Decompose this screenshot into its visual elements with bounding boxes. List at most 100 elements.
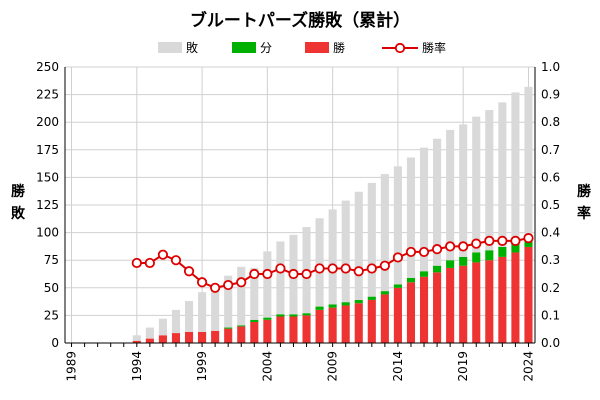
legend-item-wins: 勝 [305, 40, 345, 55]
bar-losses-2003 [250, 267, 259, 320]
y-tick-label-right: 0.5 [541, 198, 560, 212]
bar-wins-2017 [433, 272, 442, 343]
x-tick-label: 2009 [326, 351, 340, 382]
bar-draws-2006 [289, 314, 298, 317]
legend-label-wins: 勝 [333, 40, 345, 55]
x-tick-label: 2019 [456, 351, 470, 382]
y-tick-label-left: 150 [36, 170, 59, 184]
bar-losses-2009 [328, 209, 337, 305]
bar-wins-2015 [406, 282, 416, 343]
y-tick-label-left: 25 [44, 308, 59, 322]
y-tick-label-left: 125 [36, 198, 59, 212]
win-rate-point-2000 [210, 282, 221, 293]
legend-item-draws: 分 [232, 41, 272, 55]
win-rate-point-2017 [431, 244, 443, 255]
bar-draws-2010 [341, 302, 350, 306]
bar-wins-2010 [341, 305, 350, 343]
bar-draws-2012 [367, 296, 376, 300]
x-tick-label: 2004 [260, 351, 274, 382]
legend-label-draws: 分 [260, 41, 272, 55]
win-rate-point-2007 [301, 268, 312, 280]
y-tick-label-right: 0.3 [541, 253, 560, 267]
bar-losses-2017 [433, 138, 442, 266]
bar-losses-2015 [406, 157, 416, 278]
win-rate-point-2002 [236, 277, 247, 288]
x-axis-ticks: 1989 1994 1999 2004 2009 2014 2019 2024 [65, 343, 535, 382]
bar-losses-2011 [354, 191, 363, 300]
bar-wins-2000 [211, 330, 220, 343]
win-rate-point-2022 [497, 235, 508, 246]
bar-draws-2013 [380, 291, 389, 295]
x-tick-label: 2014 [391, 351, 405, 382]
y-tick-label-right: 0.8 [541, 115, 560, 129]
win-rate-point-2012 [366, 263, 377, 274]
legend-label-win_rate: 勝率 [422, 40, 446, 55]
bar-losses-2024 [524, 86, 533, 238]
bar-wins-2004 [263, 319, 272, 343]
win-rate-point-2021 [484, 235, 495, 246]
bar-wins-1996 [158, 335, 167, 343]
bar-losses-2020 [472, 116, 481, 253]
win-rate-point-1994 [131, 257, 142, 269]
y-tick-label-left: 250 [36, 60, 59, 74]
bar-wins-1997 [171, 333, 181, 343]
y-tick-label-right: 0.6 [541, 170, 560, 184]
bar-losses-2004 [263, 251, 272, 318]
bar-draws-2016 [419, 271, 429, 277]
win-rate-point-2009 [327, 263, 338, 274]
bar-wins-2005 [276, 316, 285, 343]
bar-losses-2016 [419, 147, 429, 272]
bar-draws-2018 [446, 260, 455, 268]
bar-draws-2004 [263, 317, 272, 320]
bar-wins-2011 [354, 303, 363, 343]
bar-wins-2013 [380, 294, 389, 343]
bar-wins-1999 [198, 331, 207, 343]
win-rate-point-2023 [510, 235, 521, 246]
y-tick-label-right: 0.1 [541, 308, 560, 322]
bar-losses-1998 [184, 301, 194, 332]
bar-wins-2016 [419, 276, 429, 343]
bar-draws-2015 [406, 277, 416, 283]
win-rate-point-2024 [523, 233, 534, 244]
y-tick-label-left: 175 [36, 143, 59, 157]
bar-draws-2021 [485, 250, 494, 261]
bar-wins-2024 [524, 246, 533, 343]
y-tick-label-left: 100 [36, 226, 59, 240]
y-tick-label-right: 0.2 [541, 281, 560, 295]
legend-swatch-draws [232, 42, 256, 53]
y-tick-label-left: 200 [36, 115, 59, 129]
win-rate-point-2018 [445, 241, 456, 252]
y-tick-label-right: 0.0 [541, 336, 560, 350]
legend-label-losses: 敗 [186, 40, 198, 55]
win-rate-point-2001 [223, 279, 234, 291]
win-rate-point-1999 [196, 277, 208, 288]
y-tick-label-left: 75 [44, 253, 59, 267]
win-rate-line [131, 233, 534, 293]
bar-draws-2019 [459, 256, 468, 266]
win-rate-point-2004 [262, 268, 273, 280]
win-rate-point-1995 [144, 257, 155, 269]
win-rate-point-2014 [392, 252, 404, 263]
win-rate-point-2005 [275, 263, 286, 274]
win-rate-point-2020 [471, 238, 482, 249]
win-rate-point-2008 [314, 263, 325, 274]
bar-losses-1999 [198, 292, 207, 332]
chart-title: ブルートパーズ勝敗（累計） [190, 10, 410, 31]
win-rate-point-2013 [379, 260, 390, 271]
y-tick-label-right: 1.0 [541, 60, 560, 74]
bar-draws-2008 [315, 306, 324, 310]
win-rate-point-2003 [249, 268, 260, 280]
bar-losses-2002 [237, 266, 246, 326]
bar-losses-2001 [224, 275, 233, 328]
bar-draws-2001 [224, 327, 233, 329]
legend-item-losses: 敗 [158, 40, 198, 55]
bar-losses-1996 [158, 318, 167, 336]
legend-marker-win_rate [394, 42, 406, 54]
y-tick-label-left: 50 [44, 281, 59, 295]
bar-draws-2017 [433, 265, 442, 273]
bar-draws-2020 [472, 252, 481, 263]
win-rate-point-2010 [340, 263, 351, 274]
x-tick-label: 1989 [65, 351, 79, 382]
bar-losses-2008 [315, 218, 324, 307]
bar-wins-1995 [145, 338, 154, 343]
